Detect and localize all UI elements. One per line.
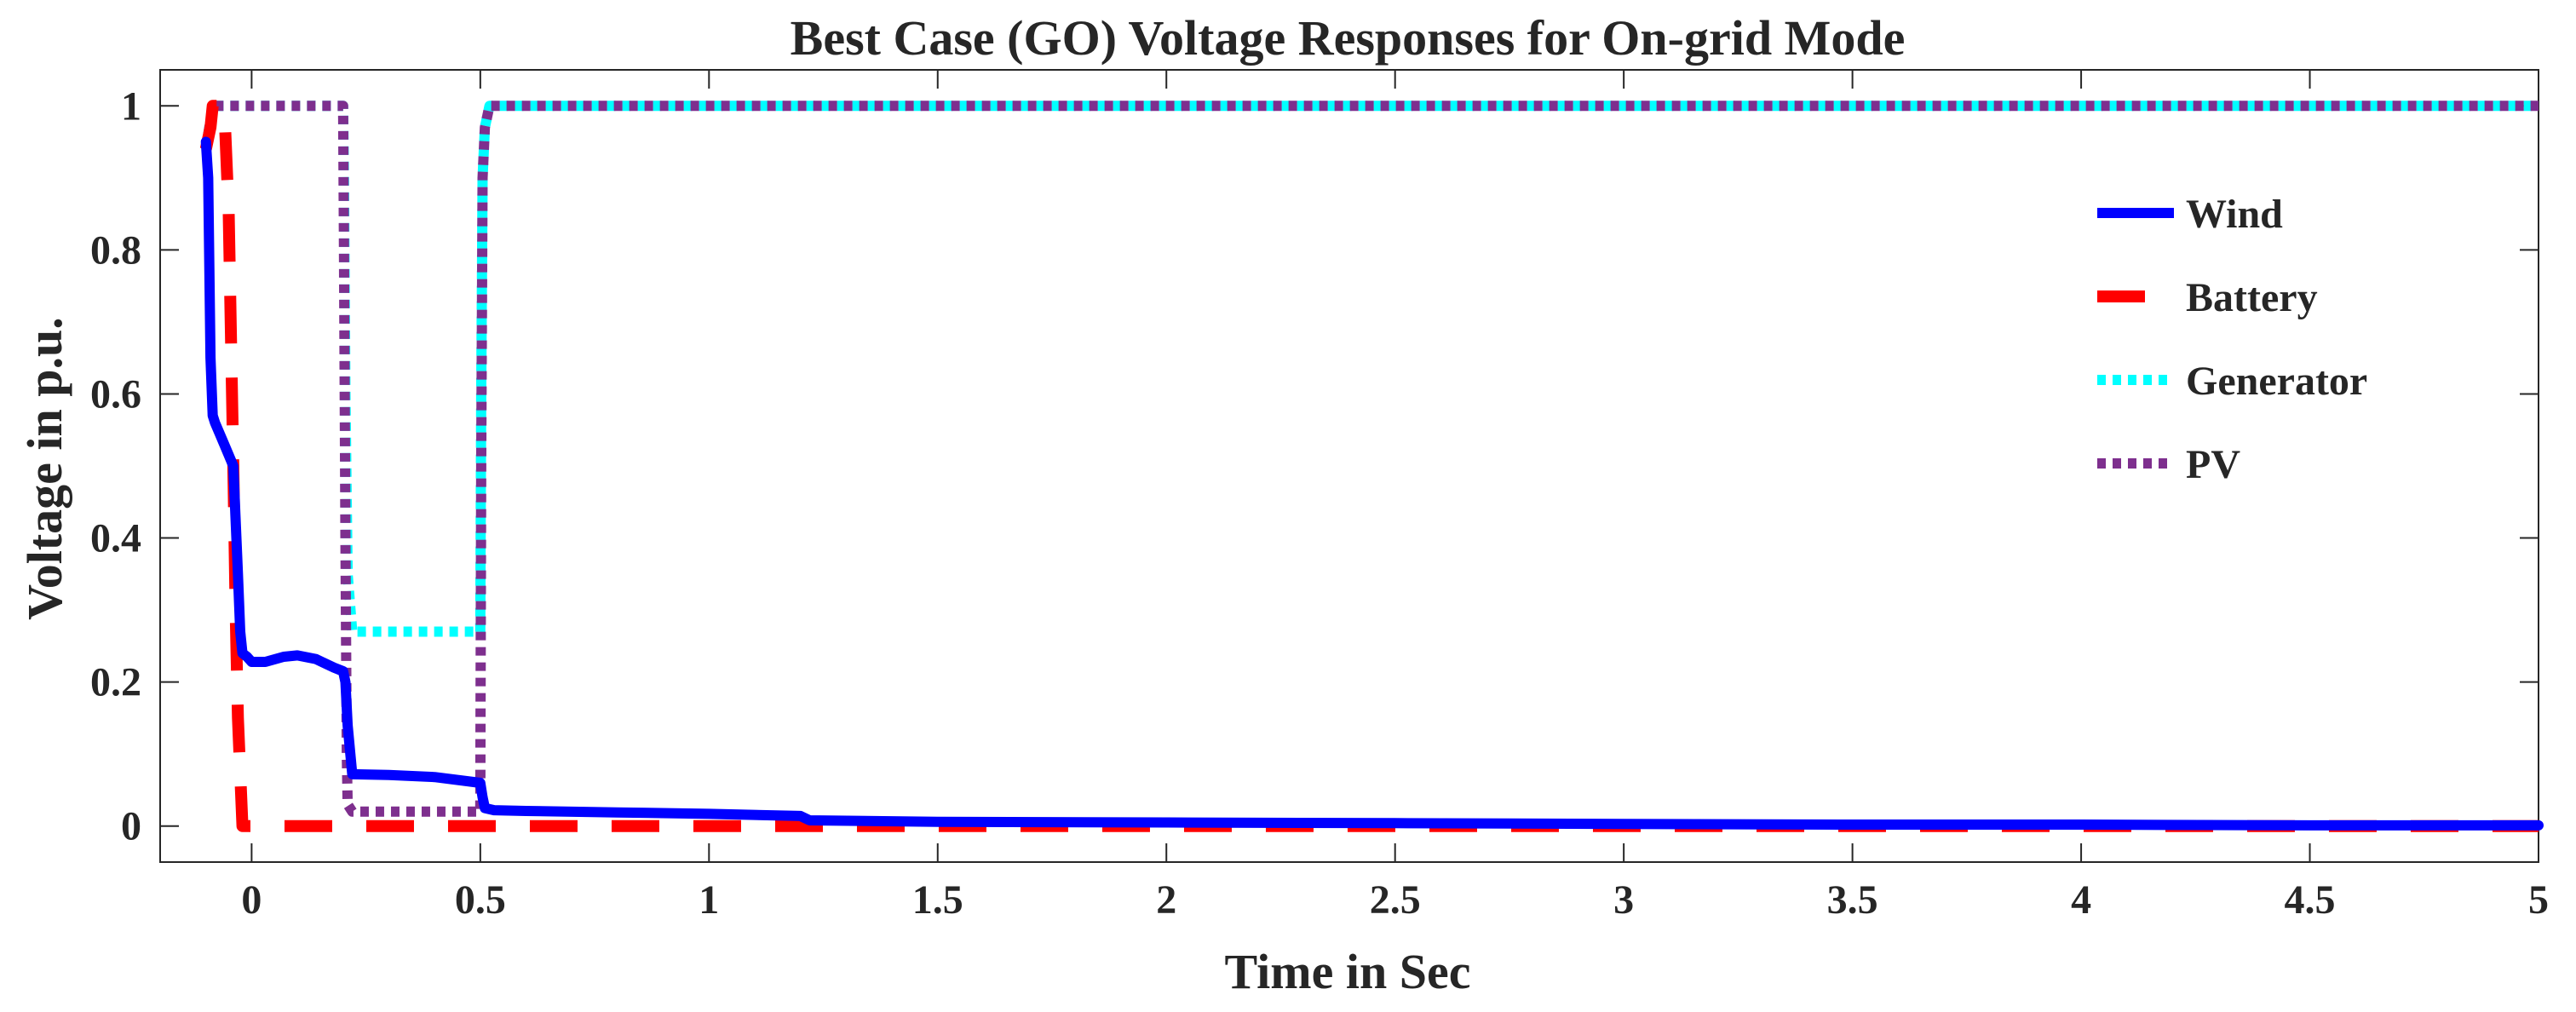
x-tick-label: 0.5 [455, 877, 506, 923]
x-tick-label: 0 [241, 877, 262, 923]
series-layer [199, 100, 2544, 832]
x-tick-label: 2 [1156, 877, 1176, 923]
x-tick-label: 3 [1613, 877, 1634, 923]
legend-label-generator: Generator [2186, 359, 2367, 404]
x-tick-label: 5 [2528, 877, 2549, 923]
y-tick-label: 0.2 [90, 660, 141, 705]
y-tick-label: 1 [121, 83, 141, 129]
x-tick-label: 1 [699, 877, 719, 923]
legend-label-battery: Battery [2186, 275, 2318, 320]
x-tick-label: 1.5 [912, 877, 963, 923]
y-axis: 0 0.2 0.4 0.6 0.8 1 [90, 83, 2539, 849]
y-tick-label: 0.8 [90, 227, 141, 273]
x-axis-label: Time in Sec [1225, 944, 1471, 999]
x-tick-label: 4.5 [2285, 877, 2336, 923]
legend-label-wind: Wind [2186, 192, 2283, 237]
series-line-wind [200, 136, 2544, 831]
y-tick-label: 0.4 [90, 516, 141, 561]
legend: Wind Battery Generator PV [2097, 192, 2367, 487]
x-tick-label: 2.5 [1370, 877, 1421, 923]
x-axis: 0 0.5 1 1.5 2 2.5 3 3.5 4 4.5 5 [241, 70, 2549, 923]
x-tick-label: 3.5 [1827, 877, 1878, 923]
y-tick-label: 0 [121, 804, 141, 849]
x-tick-label: 4 [2071, 877, 2091, 923]
series-line-pv [200, 101, 2539, 817]
plot-frame [159, 69, 2539, 863]
y-axis-label: Voltage in p.u. [17, 317, 72, 620]
y-tick-label: 0.6 [90, 371, 141, 417]
legend-label-pv: PV [2186, 442, 2240, 487]
plot-area [159, 69, 2539, 863]
chart-title: Best Case (GO) Voltage Responses for On-… [791, 10, 1906, 66]
